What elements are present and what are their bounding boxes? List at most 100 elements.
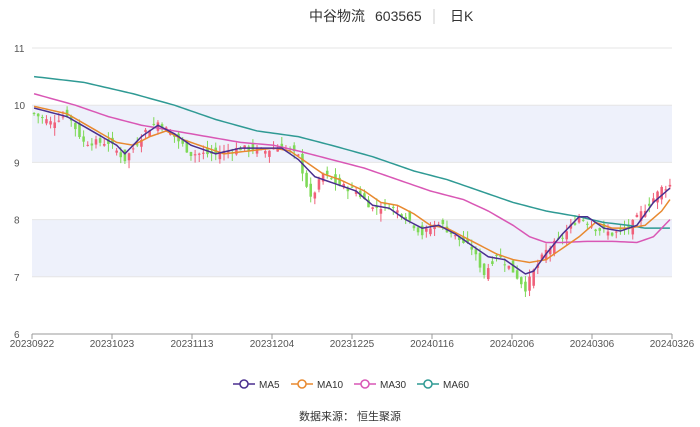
candle xyxy=(610,232,614,237)
candle xyxy=(41,114,44,124)
candle xyxy=(482,262,486,279)
candle xyxy=(383,199,387,211)
candle xyxy=(532,268,535,289)
candle xyxy=(528,269,531,297)
y-axis: 6 7 8 9 10 11 xyxy=(14,44,26,341)
candle xyxy=(598,227,602,236)
candle xyxy=(107,132,110,152)
ma-line-ma60 xyxy=(33,75,670,229)
data-source: 数据来源： 恒生聚源 xyxy=(299,409,401,423)
candle xyxy=(392,204,395,215)
candle xyxy=(668,178,672,190)
candle xyxy=(586,221,589,229)
candle xyxy=(115,147,118,156)
candle xyxy=(648,197,651,213)
stock-name: 中谷物流 xyxy=(309,8,365,24)
x-tick-label: 20240306 xyxy=(570,339,615,350)
ma-line-ma30 xyxy=(33,93,671,244)
plot-band xyxy=(32,219,672,277)
candle xyxy=(197,152,201,163)
plot-bands xyxy=(32,105,672,277)
candle xyxy=(458,236,461,247)
x-tick-label: 20231204 xyxy=(250,339,295,350)
legend-label: MA10 xyxy=(317,380,344,391)
candle xyxy=(45,115,48,126)
candle xyxy=(330,177,333,180)
x-tick-label: 20240206 xyxy=(490,339,535,350)
candle xyxy=(635,212,639,218)
candle xyxy=(449,232,453,238)
ma-line-ma5 xyxy=(33,107,671,275)
candle xyxy=(594,228,597,236)
candle xyxy=(136,137,139,148)
x-tick-label: 20230922 xyxy=(10,339,55,350)
candle xyxy=(78,119,81,139)
period-label: 日K xyxy=(450,8,474,24)
candle xyxy=(317,176,321,193)
candle xyxy=(581,217,585,222)
y-tick-label: 7 xyxy=(14,273,20,284)
candle xyxy=(371,206,374,212)
candle xyxy=(82,130,85,147)
candle xyxy=(412,224,416,231)
candle xyxy=(202,145,205,160)
candle xyxy=(614,229,618,239)
candle xyxy=(49,116,52,129)
candle xyxy=(123,149,127,165)
candle xyxy=(127,152,131,169)
x-tick-label: 20231113 xyxy=(170,339,213,350)
plot-band xyxy=(32,105,672,163)
ma-lines xyxy=(33,75,671,275)
ma-line-ma10 xyxy=(33,105,671,264)
y-tick-label: 6 xyxy=(14,330,20,341)
candle xyxy=(470,239,474,256)
y-tick-label: 8 xyxy=(14,216,20,227)
candle xyxy=(453,234,457,240)
grid-lines xyxy=(32,47,672,335)
stock-code: 603565 xyxy=(375,8,422,24)
candle xyxy=(342,182,346,190)
candle xyxy=(193,149,197,163)
candle xyxy=(334,168,337,191)
legend-item-ma5[interactable]: MA5 xyxy=(233,379,280,391)
candle xyxy=(420,221,424,240)
candle xyxy=(90,138,94,151)
candle xyxy=(309,177,312,203)
y-tick-label: 9 xyxy=(14,158,20,169)
candle xyxy=(524,276,527,298)
y-tick-label: 11 xyxy=(14,44,25,55)
legend-item-ma30[interactable]: MA30 xyxy=(354,379,407,391)
candle xyxy=(305,170,308,189)
candle xyxy=(404,212,407,225)
candle xyxy=(94,135,98,149)
candle xyxy=(396,204,399,219)
chart-title: 中谷物流 603565 日K xyxy=(309,8,474,24)
candle xyxy=(416,226,420,236)
candle xyxy=(36,113,40,124)
candle xyxy=(32,112,36,116)
candle xyxy=(507,265,511,271)
candle xyxy=(152,117,156,127)
candle xyxy=(86,141,90,147)
candle xyxy=(486,263,490,282)
candle xyxy=(499,248,502,259)
legend-item-ma10[interactable]: MA10 xyxy=(291,379,344,391)
legend-item-ma60[interactable]: MA60 xyxy=(417,379,470,391)
candle xyxy=(379,202,383,222)
candle xyxy=(520,276,523,289)
candle xyxy=(280,136,284,149)
candle xyxy=(189,151,193,161)
candle xyxy=(74,122,77,137)
legend-label: MA60 xyxy=(443,380,470,391)
candle xyxy=(511,260,515,273)
legend-label: MA5 xyxy=(259,380,280,391)
y-tick-label: 10 xyxy=(14,101,26,112)
candle xyxy=(218,145,222,164)
candle xyxy=(53,114,56,136)
candle xyxy=(577,213,581,224)
candle xyxy=(478,248,482,273)
candle xyxy=(503,258,507,272)
candle xyxy=(102,138,106,147)
candle xyxy=(268,150,271,163)
